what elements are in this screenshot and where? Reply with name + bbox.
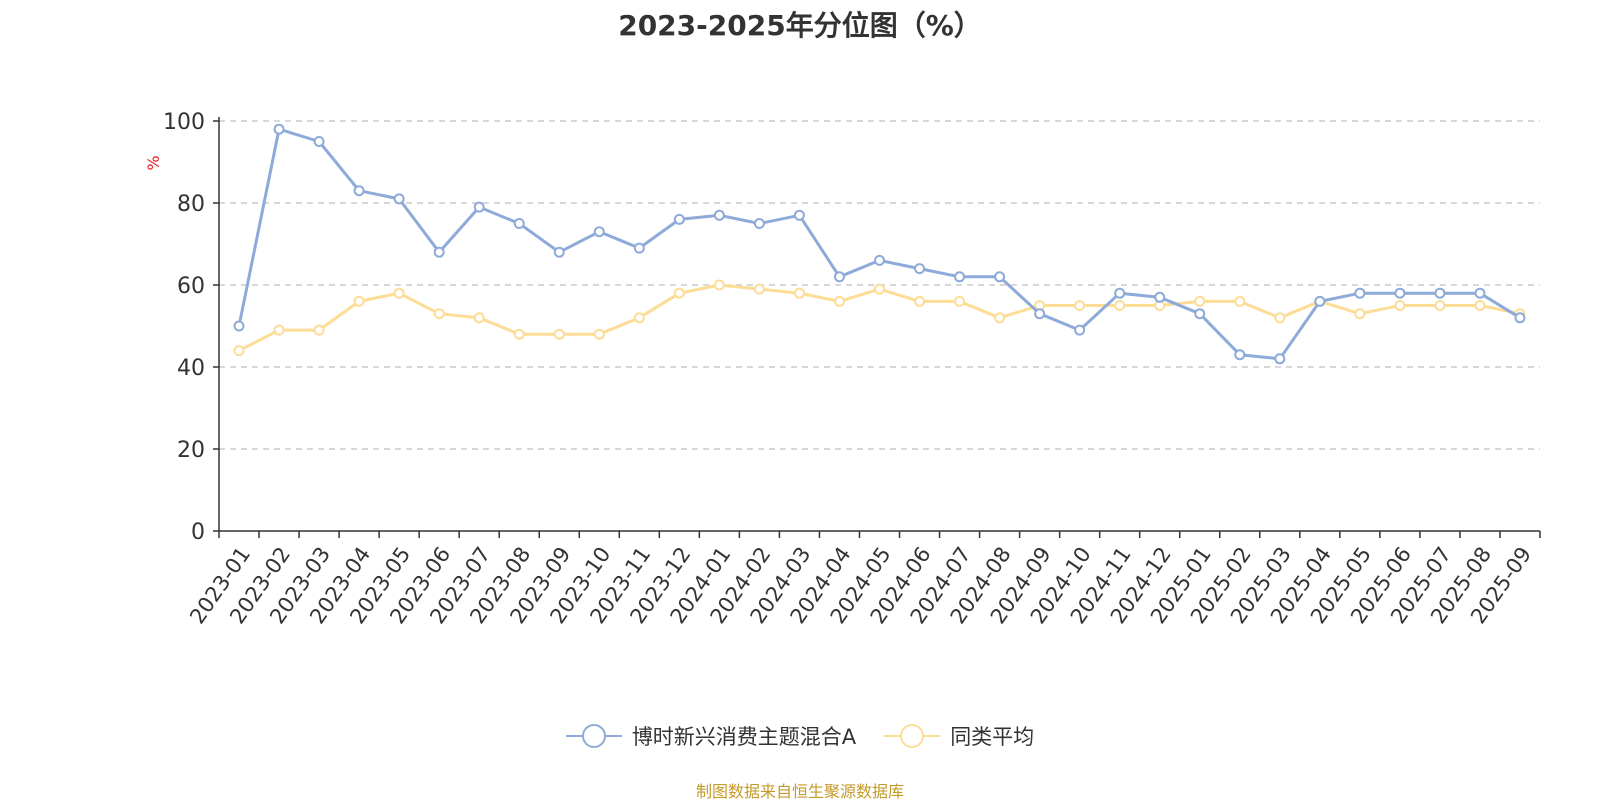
data-point[interactable] bbox=[1114, 300, 1126, 311]
data-point[interactable] bbox=[1314, 295, 1326, 307]
data-point[interactable] bbox=[313, 324, 325, 336]
data-point[interactable] bbox=[553, 328, 565, 340]
data-point[interactable] bbox=[473, 201, 485, 213]
legend-swatch-series-1 bbox=[565, 724, 622, 748]
data-point[interactable] bbox=[1074, 300, 1086, 311]
data-point[interactable] bbox=[1234, 349, 1246, 361]
data-point[interactable] bbox=[793, 287, 805, 299]
y-tick-label: 0 bbox=[191, 520, 205, 545]
legend-item-series-2[interactable]: 同类平均 bbox=[884, 721, 1034, 751]
data-point[interactable] bbox=[753, 283, 765, 295]
y-tick-label: 100 bbox=[163, 110, 205, 135]
data-point[interactable] bbox=[914, 295, 926, 307]
data-point[interactable] bbox=[673, 213, 685, 225]
data-point[interactable] bbox=[1354, 287, 1366, 299]
data-point[interactable] bbox=[553, 246, 565, 258]
series-2 bbox=[233, 279, 1526, 357]
data-point[interactable] bbox=[1034, 308, 1046, 320]
data-point[interactable] bbox=[994, 312, 1006, 324]
data-point[interactable] bbox=[713, 279, 725, 291]
data-point[interactable] bbox=[833, 271, 845, 283]
data-point[interactable] bbox=[393, 287, 405, 299]
data-point[interactable] bbox=[1274, 312, 1286, 324]
legend-label-series-2: 同类平均 bbox=[950, 725, 1035, 749]
data-point[interactable] bbox=[753, 218, 765, 229]
data-point[interactable] bbox=[633, 312, 645, 324]
y-axis-label: % bbox=[144, 155, 163, 170]
data-point[interactable] bbox=[793, 209, 805, 221]
series-line bbox=[238, 283, 1521, 352]
data-point[interactable] bbox=[994, 271, 1006, 283]
data-point[interactable] bbox=[513, 328, 525, 340]
data-point[interactable] bbox=[1394, 287, 1406, 299]
data-point[interactable] bbox=[1194, 295, 1206, 307]
data-point[interactable] bbox=[1474, 300, 1486, 311]
data-point[interactable] bbox=[433, 246, 445, 258]
data-point[interactable] bbox=[1154, 291, 1166, 303]
data-point[interactable] bbox=[353, 185, 365, 197]
y-tick-label: 80 bbox=[177, 192, 205, 217]
data-point[interactable] bbox=[473, 312, 485, 324]
data-point[interactable] bbox=[1114, 287, 1126, 299]
data-point[interactable] bbox=[1434, 287, 1446, 299]
data-point[interactable] bbox=[433, 308, 445, 320]
data-point[interactable] bbox=[1434, 300, 1446, 311]
source-note: 制图数据来自恒生聚源数据库 bbox=[695, 782, 904, 801]
data-point[interactable] bbox=[1474, 287, 1486, 299]
data-point[interactable] bbox=[673, 287, 685, 299]
data-point[interactable] bbox=[313, 136, 325, 147]
data-point[interactable] bbox=[1274, 353, 1286, 365]
series-1 bbox=[233, 123, 1526, 365]
data-point[interactable] bbox=[393, 193, 405, 205]
data-point[interactable] bbox=[1514, 312, 1526, 324]
data-point[interactable] bbox=[713, 209, 725, 221]
legend-item-series-1[interactable]: 博时新兴消费主题混合A bbox=[565, 721, 857, 751]
series-line bbox=[237, 127, 1521, 361]
data-point[interactable] bbox=[874, 254, 885, 266]
data-point[interactable] bbox=[1074, 324, 1086, 336]
data-point[interactable] bbox=[1394, 300, 1406, 311]
data-point[interactable] bbox=[1354, 308, 1366, 320]
legend-swatch-series-2 bbox=[884, 724, 941, 748]
data-point[interactable] bbox=[273, 123, 285, 135]
data-point[interactable] bbox=[593, 328, 605, 340]
data-point[interactable] bbox=[833, 295, 845, 307]
y-tick-label: 20 bbox=[177, 438, 205, 463]
data-point[interactable] bbox=[273, 324, 285, 336]
legend-label-series-1: 博时新兴消费主题混合A bbox=[631, 725, 857, 749]
data-point[interactable] bbox=[954, 271, 966, 283]
data-point[interactable] bbox=[1234, 295, 1246, 307]
data-point[interactable] bbox=[954, 295, 966, 307]
data-point[interactable] bbox=[874, 283, 885, 295]
data-point[interactable] bbox=[513, 218, 525, 229]
y-tick-label: 60 bbox=[177, 274, 205, 299]
data-point[interactable] bbox=[233, 345, 245, 357]
data-point[interactable] bbox=[353, 295, 365, 307]
data-point[interactable] bbox=[914, 263, 926, 275]
data-point[interactable] bbox=[593, 226, 605, 238]
chart-title: 2023-2025年分位图（%） bbox=[618, 9, 982, 42]
data-point[interactable] bbox=[633, 242, 645, 254]
y-tick-label: 40 bbox=[177, 356, 205, 381]
series bbox=[233, 123, 1526, 365]
legend: 博时新兴消费主题混合A 同类平均 bbox=[0, 721, 1600, 751]
data-point[interactable] bbox=[233, 320, 245, 332]
axes: 0204060801002023-012023-022023-032023-04… bbox=[163, 110, 1541, 628]
data-point[interactable] bbox=[1194, 308, 1206, 320]
